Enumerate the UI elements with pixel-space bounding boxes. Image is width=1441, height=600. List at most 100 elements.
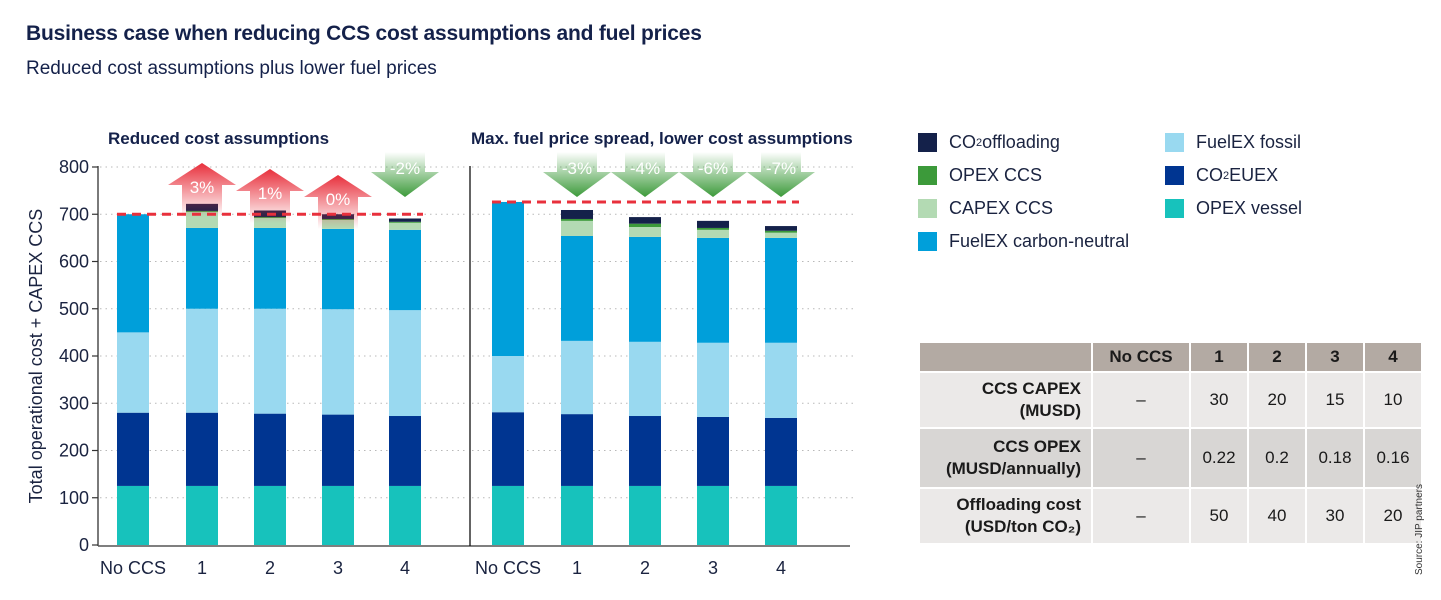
bar-segment-co2-euex — [765, 417, 797, 486]
table-cell: 0.18 — [1307, 429, 1363, 487]
bar-segment-fuelex-fossil — [186, 308, 218, 413]
arrow-down-icon — [543, 152, 611, 197]
bar-segment-opex-vessel — [389, 485, 421, 545]
arrow-up-icon — [236, 169, 304, 223]
y-tick-label: 700 — [59, 204, 89, 224]
bar-segment-opex-vessel — [117, 485, 149, 545]
table-row: CCS CAPEX (MUSD) – 30 20 15 10 — [920, 373, 1421, 427]
bar-segment-opex-vessel — [765, 485, 797, 545]
bar-segment-opex-vessel — [492, 485, 524, 545]
source-note: Source: JIP partners — [1414, 484, 1425, 575]
arrow-up-icon — [168, 163, 236, 217]
panel-title-right: Max. fuel price spread, lower cost assum… — [471, 129, 853, 148]
table-header-cell: 2 — [1249, 343, 1305, 371]
bar-segment-fuelex-carbon-neutral — [389, 229, 421, 311]
arrow-up-icon — [304, 175, 372, 229]
table-header-cell: 3 — [1307, 343, 1363, 371]
bar-segment-capex-ccs — [389, 222, 421, 230]
legend-item-capex-ccs: CAPEX CCS — [918, 198, 1053, 219]
change-percent-label: 1% — [258, 184, 283, 203]
bar-segment-co2-euex — [561, 414, 593, 486]
x-tick-label: 1 — [197, 558, 207, 578]
bar-segment-fuelex-fossil — [389, 310, 421, 417]
bar-segment-fuelex-carbon-neutral — [697, 237, 729, 343]
x-tick-label: 4 — [776, 558, 786, 578]
row-label: CCS OPEX (MUSD/annually) — [920, 429, 1091, 487]
bar-segment-opex-ccs — [697, 227, 729, 230]
bar-segment-fuelex-fossil — [697, 342, 729, 417]
change-percent-label: -4% — [630, 159, 660, 178]
bar-segment-opex-vessel — [561, 485, 593, 545]
y-tick-label: 300 — [59, 393, 89, 413]
row-label: CCS CAPEX (MUSD) — [920, 373, 1091, 427]
bar-segment-opex-vessel — [629, 485, 661, 545]
arrow-down-icon — [371, 152, 439, 197]
parameters-table: No CCS 1 2 3 4 CCS CAPEX (MUSD) – 30 20 1… — [918, 341, 1423, 545]
legend-swatch — [918, 133, 937, 152]
legend-swatch — [1165, 199, 1184, 218]
change-percent-label: -3% — [562, 159, 592, 178]
change-percent-label: -6% — [698, 159, 728, 178]
bar-segment-co2-euex — [697, 416, 729, 486]
legend-swatch — [918, 166, 937, 185]
arrow-down-icon — [679, 152, 747, 197]
bar-segment-fuelex-fossil — [322, 309, 354, 415]
table-header-cell: 4 — [1365, 343, 1421, 371]
bar-segment-fuelex-carbon-neutral — [186, 227, 218, 309]
bar-segment-opex-ccs — [389, 221, 421, 223]
arrow-down-icon — [747, 152, 815, 197]
y-tick-label: 400 — [59, 346, 89, 366]
legend-item-opex-vessel: OPEX vessel — [1165, 198, 1302, 219]
bar-segment-fuelex-fossil — [765, 342, 797, 418]
table-cell: 0.2 — [1249, 429, 1305, 487]
bar-segment-co2-euex — [186, 412, 218, 486]
stacked-bar-chart: 3% 1% 0% -2% -3% -4% -6% -7% No CCS 1 2 3 4 No CCS 1 2… — [26, 129, 855, 578]
table-cell: 20 — [1249, 373, 1305, 427]
x-tick-label: 1 — [572, 558, 582, 578]
chart-subtitle: Reduced cost assumptions plus lower fuel… — [26, 58, 437, 79]
legend: CO 2 offloading OPEX CCS CAPEX CCS FuelEX… — [918, 130, 1338, 260]
x-tick-label: 2 — [265, 558, 275, 578]
table-cell: – — [1093, 429, 1189, 487]
bar-segment-opex-vessel — [322, 485, 354, 545]
bar-segment-co2-euex — [117, 412, 149, 486]
table-cell: 30 — [1191, 373, 1247, 427]
table-cell: 40 — [1249, 489, 1305, 543]
table-cell: – — [1093, 489, 1189, 543]
table-header-row: No CCS 1 2 3 4 — [920, 343, 1421, 371]
legend-item-opex-ccs: OPEX CCS — [918, 165, 1042, 186]
bar-segment-opex-ccs — [765, 230, 797, 233]
legend-item-co2-euex: CO 2 EUEX — [1165, 165, 1278, 186]
table-cell: – — [1093, 373, 1189, 427]
legend-swatch — [1165, 166, 1184, 185]
legend-swatch — [1165, 133, 1184, 152]
x-tick-label: 3 — [708, 558, 718, 578]
bar-segment-opex-vessel — [254, 485, 286, 545]
bar-segment-fuelex-fossil — [117, 332, 149, 413]
x-tick-label: No CCS — [475, 558, 541, 578]
y-tick-label: 100 — [59, 488, 89, 508]
bar-segment-co2-euex — [322, 414, 354, 486]
bar-segment-fuelex-fossil — [629, 341, 661, 417]
bar-segment-co2-euex — [629, 416, 661, 486]
y-axis-label: Total operational cost + CAPEX CCS — [26, 209, 46, 504]
legend-swatch — [918, 232, 937, 251]
change-percent-label: -7% — [766, 159, 796, 178]
arrow-down-icon — [611, 152, 679, 197]
bar-segment-fuelex-fossil — [254, 308, 286, 414]
x-tick-label: 2 — [640, 558, 650, 578]
bar-segment-fuelex-carbon-neutral — [765, 237, 797, 343]
panel-title-left: Reduced cost assumptions — [108, 129, 329, 148]
y-tick-label: 200 — [59, 441, 89, 461]
bar-segment-fuelex-carbon-neutral — [561, 235, 593, 341]
change-percent-label: -2% — [390, 159, 420, 178]
x-tick-label: 4 — [400, 558, 410, 578]
table-cell: 0.22 — [1191, 429, 1247, 487]
bar-segment-co2-offloading — [697, 220, 729, 228]
table-cell: 15 — [1307, 373, 1363, 427]
legend-item-co2-offloading: CO 2 offloading — [918, 132, 1060, 153]
x-tick-label: 3 — [333, 558, 343, 578]
bar-segment-capex-ccs — [629, 227, 661, 237]
table-cell: 10 — [1365, 373, 1421, 427]
bar-segment-co2-offloading — [561, 209, 593, 219]
